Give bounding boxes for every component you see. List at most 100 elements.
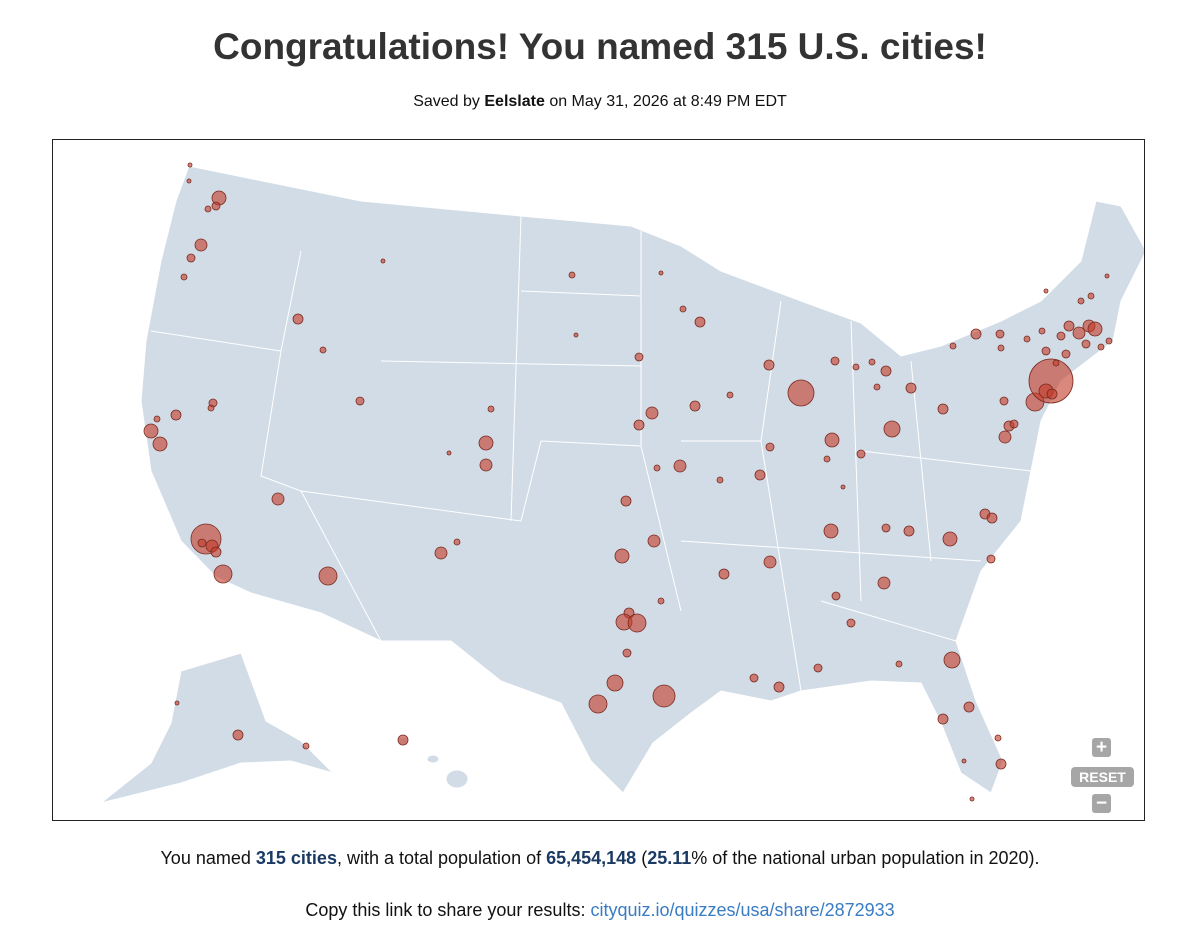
city-marker bbox=[627, 613, 647, 633]
population: 65,454,148 bbox=[546, 848, 637, 868]
city-marker bbox=[647, 534, 661, 548]
city-marker bbox=[1056, 331, 1066, 341]
city-marker bbox=[716, 476, 724, 484]
us-shapes bbox=[100, 165, 1144, 804]
city-marker bbox=[292, 313, 304, 325]
city-marker bbox=[634, 352, 644, 362]
city-marker bbox=[302, 742, 310, 750]
city-marker bbox=[840, 484, 846, 490]
city-marker bbox=[271, 492, 285, 506]
city-marker bbox=[773, 681, 785, 693]
city-marker bbox=[197, 538, 207, 548]
city-marker bbox=[999, 396, 1009, 406]
map[interactable]: + RESET − bbox=[52, 139, 1145, 821]
city-marker bbox=[658, 270, 664, 276]
city-marker bbox=[765, 442, 775, 452]
city-marker bbox=[152, 436, 168, 452]
city-marker bbox=[824, 432, 840, 448]
hawaii bbox=[445, 769, 469, 789]
city-marker bbox=[903, 525, 915, 537]
city-marker bbox=[694, 316, 706, 328]
city-marker bbox=[905, 382, 917, 394]
city-marker bbox=[831, 591, 841, 601]
city-marker bbox=[187, 162, 193, 168]
city-marker bbox=[397, 734, 409, 746]
city-marker bbox=[1061, 349, 1071, 359]
city-marker bbox=[970, 328, 982, 340]
city-marker bbox=[153, 415, 161, 423]
city-marker bbox=[588, 694, 608, 714]
city-marker bbox=[573, 332, 579, 338]
title: Congratulations! You named 315 U.S. citi… bbox=[213, 26, 987, 67]
city-marker bbox=[873, 383, 881, 391]
city-marker bbox=[880, 365, 892, 377]
city-marker bbox=[718, 568, 730, 580]
city-marker bbox=[995, 329, 1005, 339]
city-marker bbox=[787, 379, 815, 407]
summary-text: , with a total population of bbox=[336, 848, 542, 868]
city-marker bbox=[380, 258, 386, 264]
city-marker bbox=[478, 435, 494, 451]
cities-count: 315 cities bbox=[255, 848, 337, 868]
share-prompt: Copy this link to share your results: bbox=[305, 900, 586, 920]
city-marker bbox=[937, 403, 949, 415]
city-marker bbox=[998, 430, 1012, 444]
city-marker bbox=[606, 674, 624, 692]
city-marker bbox=[1105, 337, 1113, 345]
user-name: Eelslate bbox=[484, 93, 545, 110]
city-marker bbox=[852, 363, 860, 371]
city-marker bbox=[186, 253, 196, 263]
city-marker bbox=[877, 576, 891, 590]
map-svg bbox=[100, 162, 1144, 804]
city-marker bbox=[232, 729, 244, 741]
city-marker bbox=[1077, 297, 1085, 305]
city-marker bbox=[1087, 292, 1095, 300]
city-marker bbox=[942, 531, 958, 547]
city-marker bbox=[614, 548, 630, 564]
city-marker bbox=[883, 420, 901, 438]
city-marker bbox=[679, 305, 687, 313]
city-marker bbox=[673, 459, 687, 473]
city-marker bbox=[207, 404, 215, 412]
city-marker bbox=[318, 566, 338, 586]
city-marker bbox=[986, 554, 996, 564]
zoom-in-button[interactable]: + bbox=[1092, 738, 1111, 757]
hawaii bbox=[426, 754, 440, 764]
city-marker bbox=[620, 495, 632, 507]
city-marker bbox=[479, 458, 493, 472]
city-marker bbox=[856, 449, 866, 459]
reset-button[interactable]: RESET bbox=[1071, 767, 1134, 787]
city-marker bbox=[846, 618, 856, 628]
city-marker bbox=[568, 271, 576, 279]
percent: 25.11 bbox=[647, 848, 692, 868]
summary: You named 315 cities, with a total popul… bbox=[0, 848, 1200, 869]
city-marker bbox=[174, 700, 180, 706]
city-marker bbox=[633, 419, 645, 431]
summary-text: You named bbox=[160, 848, 251, 868]
city-marker bbox=[186, 178, 192, 184]
city-marker bbox=[1009, 419, 1019, 429]
city-marker bbox=[1052, 359, 1060, 367]
city-marker bbox=[754, 469, 766, 481]
city-marker bbox=[881, 523, 891, 533]
city-marker bbox=[1072, 326, 1086, 340]
city-marker bbox=[813, 663, 823, 673]
city-marker bbox=[749, 673, 759, 683]
summary-text: % of the national urban population in 20… bbox=[691, 848, 1040, 868]
city-marker bbox=[726, 391, 734, 399]
city-marker bbox=[1097, 343, 1105, 351]
city-marker bbox=[210, 546, 222, 558]
zoom-out-button[interactable]: − bbox=[1092, 794, 1111, 813]
city-marker bbox=[994, 734, 1002, 742]
share-link[interactable]: cityquiz.io/quizzes/usa/share/2872933 bbox=[590, 900, 895, 920]
city-marker bbox=[969, 796, 975, 802]
lower-48 bbox=[140, 165, 1144, 794]
city-marker bbox=[763, 359, 775, 371]
city-marker bbox=[1063, 320, 1075, 332]
city-marker bbox=[204, 205, 212, 213]
city-marker bbox=[180, 273, 188, 281]
city-marker bbox=[434, 546, 448, 560]
city-marker bbox=[170, 409, 182, 421]
